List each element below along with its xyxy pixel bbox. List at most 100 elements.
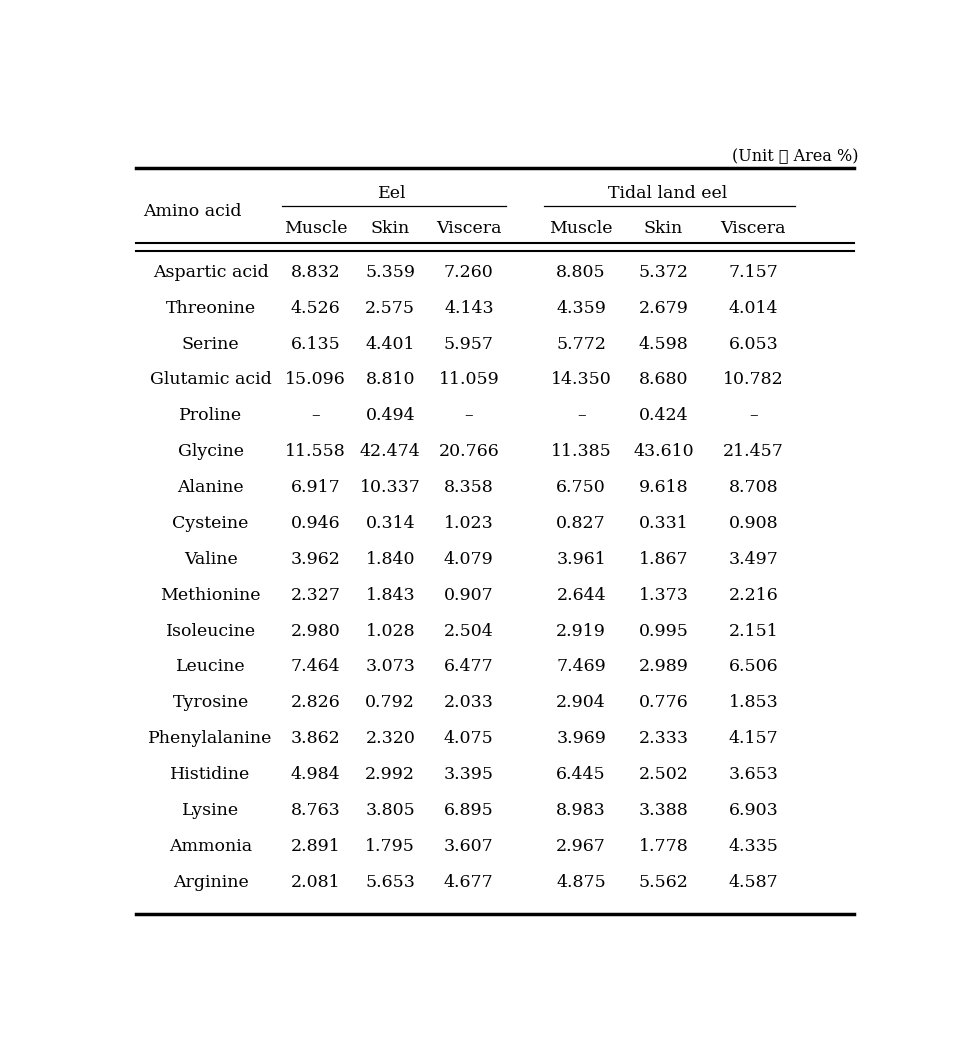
Text: 8.763: 8.763: [291, 802, 340, 819]
Text: 7.260: 7.260: [444, 264, 494, 281]
Text: 2.989: 2.989: [639, 659, 689, 675]
Text: 0.776: 0.776: [639, 694, 689, 711]
Text: 4.587: 4.587: [728, 874, 779, 891]
Text: 4.401: 4.401: [365, 336, 415, 353]
Text: Eel: Eel: [378, 185, 407, 202]
Text: Lysine: Lysine: [182, 802, 240, 819]
Text: 0.907: 0.907: [444, 586, 494, 604]
Text: Skin: Skin: [371, 220, 410, 238]
Text: 4.359: 4.359: [556, 299, 606, 317]
Text: 2.644: 2.644: [556, 586, 606, 604]
Text: Serine: Serine: [182, 336, 240, 353]
Text: 5.957: 5.957: [443, 336, 494, 353]
Text: 6.895: 6.895: [444, 802, 494, 819]
Text: Ammonia: Ammonia: [169, 838, 252, 854]
Text: 6.445: 6.445: [556, 766, 606, 783]
Text: 8.983: 8.983: [556, 802, 606, 819]
Text: Methionine: Methionine: [160, 586, 261, 604]
Text: 7.469: 7.469: [556, 659, 606, 675]
Text: 6.135: 6.135: [291, 336, 340, 353]
Text: 6.053: 6.053: [728, 336, 779, 353]
Text: 1.867: 1.867: [639, 551, 689, 567]
Text: 2.504: 2.504: [444, 623, 494, 640]
Text: 43.610: 43.610: [633, 443, 694, 461]
Text: 6.750: 6.750: [556, 480, 606, 496]
Text: 1.840: 1.840: [365, 551, 415, 567]
Text: 5.653: 5.653: [365, 874, 415, 891]
Text: 21.457: 21.457: [723, 443, 783, 461]
Text: 5.372: 5.372: [639, 264, 689, 281]
Text: 2.992: 2.992: [365, 766, 415, 783]
Text: 6.477: 6.477: [444, 659, 494, 675]
Text: Cysteine: Cysteine: [172, 515, 249, 532]
Text: Proline: Proline: [179, 407, 242, 424]
Text: 7.157: 7.157: [728, 264, 779, 281]
Text: Arginine: Arginine: [173, 874, 248, 891]
Text: 4.335: 4.335: [728, 838, 779, 854]
Text: 3.653: 3.653: [728, 766, 779, 783]
Text: 2.327: 2.327: [291, 586, 340, 604]
Text: Tidal land eel: Tidal land eel: [608, 185, 726, 202]
Text: 4.598: 4.598: [639, 336, 689, 353]
Text: 2.333: 2.333: [639, 730, 689, 748]
Text: 10.782: 10.782: [723, 372, 783, 388]
Text: Muscle: Muscle: [284, 220, 347, 238]
Text: Phenylalanine: Phenylalanine: [149, 730, 272, 748]
Text: 11.385: 11.385: [551, 443, 611, 461]
Text: 0.314: 0.314: [365, 515, 415, 532]
Text: 2.904: 2.904: [556, 694, 606, 711]
Text: 20.766: 20.766: [439, 443, 499, 461]
Text: 3.805: 3.805: [365, 802, 415, 819]
Text: –: –: [311, 407, 320, 424]
Text: –: –: [577, 407, 585, 424]
Text: 3.497: 3.497: [728, 551, 779, 567]
Text: 3.962: 3.962: [291, 551, 340, 567]
Text: Histidine: Histidine: [170, 766, 251, 783]
Text: 1.373: 1.373: [639, 586, 689, 604]
Text: 2.919: 2.919: [556, 623, 606, 640]
Text: –: –: [749, 407, 757, 424]
Text: 4.526: 4.526: [291, 299, 340, 317]
Text: 6.903: 6.903: [728, 802, 779, 819]
Text: 0.827: 0.827: [556, 515, 606, 532]
Text: 8.708: 8.708: [728, 480, 779, 496]
Text: 5.562: 5.562: [639, 874, 689, 891]
Text: 3.961: 3.961: [556, 551, 606, 567]
Text: 2.826: 2.826: [291, 694, 340, 711]
Text: 10.337: 10.337: [359, 480, 421, 496]
Text: 2.575: 2.575: [365, 299, 415, 317]
Text: 0.424: 0.424: [639, 407, 689, 424]
Text: 8.358: 8.358: [444, 480, 494, 496]
Text: 0.995: 0.995: [639, 623, 689, 640]
Text: Muscle: Muscle: [550, 220, 612, 238]
Text: 4.677: 4.677: [444, 874, 494, 891]
Text: 2.679: 2.679: [639, 299, 689, 317]
Text: 4.984: 4.984: [291, 766, 340, 783]
Text: 1.028: 1.028: [365, 623, 415, 640]
Text: 3.073: 3.073: [365, 659, 415, 675]
Text: 4.075: 4.075: [444, 730, 494, 748]
Text: 5.359: 5.359: [365, 264, 415, 281]
Text: 42.474: 42.474: [360, 443, 420, 461]
Text: 1.795: 1.795: [365, 838, 415, 854]
Text: 2.980: 2.980: [291, 623, 340, 640]
Text: Isoleucine: Isoleucine: [165, 623, 256, 640]
Text: 8.805: 8.805: [556, 264, 606, 281]
Text: Glutamic acid: Glutamic acid: [150, 372, 271, 388]
Text: 4.157: 4.157: [728, 730, 779, 748]
Text: 8.810: 8.810: [365, 372, 415, 388]
Text: 0.494: 0.494: [365, 407, 415, 424]
Text: 0.331: 0.331: [639, 515, 689, 532]
Text: Alanine: Alanine: [178, 480, 243, 496]
Text: 6.917: 6.917: [291, 480, 340, 496]
Text: (Unit ： Area %): (Unit ： Area %): [731, 149, 858, 165]
Text: 3.969: 3.969: [556, 730, 606, 748]
Text: Aspartic acid: Aspartic acid: [153, 264, 269, 281]
Text: 1.843: 1.843: [365, 586, 415, 604]
Text: 8.832: 8.832: [291, 264, 340, 281]
Text: Amino acid: Amino acid: [143, 203, 242, 220]
Text: 0.946: 0.946: [291, 515, 340, 532]
Text: 5.772: 5.772: [556, 336, 607, 353]
Text: 0.792: 0.792: [365, 694, 415, 711]
Text: 3.607: 3.607: [444, 838, 494, 854]
